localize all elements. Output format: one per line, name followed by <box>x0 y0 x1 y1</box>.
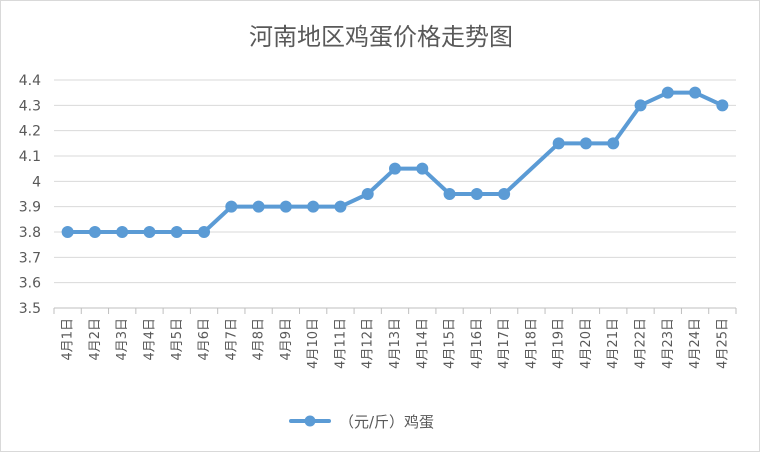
legend-label: （元/斤）鸡蛋 <box>339 413 434 431</box>
data-point <box>498 188 511 200</box>
data-point <box>661 86 674 99</box>
x-tick-label: 4月1日 <box>61 318 76 361</box>
axes <box>53 307 737 314</box>
data-point <box>225 200 238 213</box>
y-tick-label: 4.3 <box>19 98 41 114</box>
x-tick-label: 4月20日 <box>579 318 594 369</box>
y-tick-label: 4.1 <box>19 149 41 165</box>
data-point <box>143 226 156 238</box>
x-tick-label: 4月15日 <box>443 318 458 369</box>
y-tick-label: 4 <box>32 174 41 190</box>
x-tick-label: 4月17日 <box>497 318 512 369</box>
x-tick-label: 4月22日 <box>634 318 649 369</box>
data-point <box>443 188 456 200</box>
x-tick-label: 4月7日 <box>224 318 239 361</box>
data-point <box>689 86 702 99</box>
x-tick-label: 4月2日 <box>88 318 103 361</box>
y-tick-label: 3.7 <box>19 250 41 266</box>
x-tick-label: 4月5日 <box>170 318 185 361</box>
x-tick-label: 4月16日 <box>470 318 485 369</box>
data-point <box>552 137 565 150</box>
x-tick-label: 4月25日 <box>715 318 730 369</box>
x-tick-label: 4月19日 <box>552 318 567 369</box>
x-tick-label: 4月14日 <box>415 318 430 369</box>
data-point <box>389 162 401 175</box>
series-layer <box>61 86 729 238</box>
y-tick-label: 4.4 <box>19 73 41 89</box>
x-tick-label: 4月6日 <box>197 318 212 361</box>
data-point <box>88 226 101 238</box>
x-tick-label: 4月23日 <box>661 318 676 369</box>
data-point <box>116 226 129 238</box>
y-tick-label: 3.9 <box>19 200 41 216</box>
x-tick-label: 4月10日 <box>306 318 321 369</box>
y-tick-label: 3.8 <box>19 225 41 241</box>
y-tick-label: 3.5 <box>19 301 41 317</box>
labels: 3.5 3.6 3.7 3.8 3.9 4 4.1 4.2 4.3 4.4 4月1日 4月2日 4月3日… <box>19 73 731 369</box>
x-tick-label: 4月18日 <box>524 318 539 369</box>
data-point <box>579 137 592 150</box>
y-tick-label: 3.6 <box>19 276 41 292</box>
chart-title: 河南地区鸡蛋价格走势图 <box>249 23 513 51</box>
data-point <box>307 200 320 213</box>
data-point <box>252 200 265 213</box>
x-tick-label: 4月4日 <box>142 318 157 361</box>
data-point <box>470 188 483 200</box>
x-tick-label: 4月3日 <box>115 318 130 361</box>
data-point <box>416 162 429 175</box>
x-tick-label: 4月9日 <box>279 318 294 361</box>
data-point <box>607 137 620 150</box>
x-tick-label: 4月12日 <box>361 318 376 369</box>
series-line-eggs <box>65 90 725 234</box>
data-point <box>716 99 729 112</box>
data-point <box>634 99 647 112</box>
data-point <box>170 226 183 238</box>
y-tick-label: 4.2 <box>19 124 41 140</box>
x-tick-label: 4月21日 <box>606 318 621 369</box>
data-point <box>61 226 74 238</box>
x-tick-label: 4月8日 <box>252 318 267 361</box>
data-point <box>334 200 347 213</box>
data-point <box>279 200 292 213</box>
data-point <box>198 226 211 238</box>
data-point <box>361 188 374 200</box>
legend-marker <box>304 415 316 427</box>
x-tick-label: 4月11日 <box>333 318 348 369</box>
x-tick-label: 4月13日 <box>388 318 403 369</box>
x-tick-label: 4月24日 <box>688 318 703 369</box>
legend: （元/斤）鸡蛋 <box>289 413 434 431</box>
